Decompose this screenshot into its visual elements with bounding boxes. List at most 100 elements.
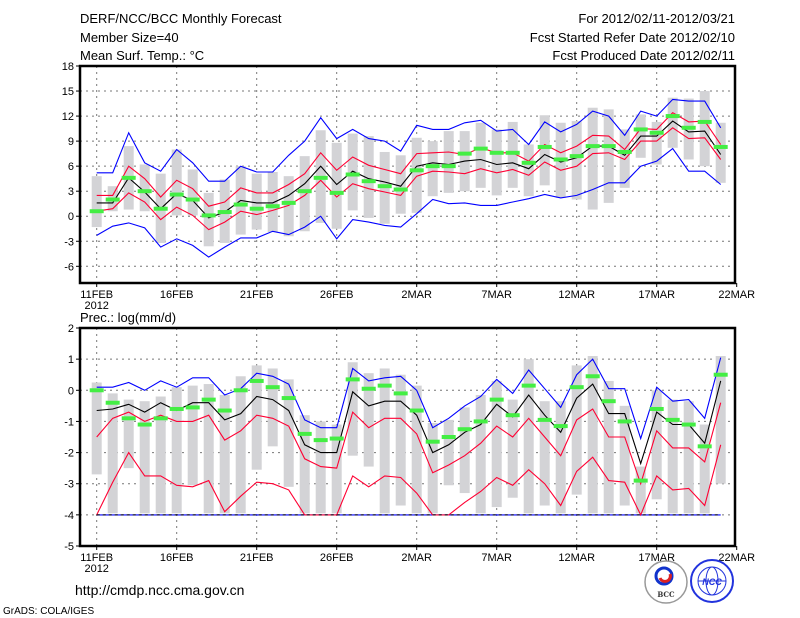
observed-marker [521, 383, 536, 388]
range-box [667, 97, 678, 148]
x-tick-label: 2MAR [401, 289, 432, 301]
x-tick-label: 26FEB [320, 552, 354, 564]
observed-marker [665, 417, 680, 422]
header-produced-date: Fcst Produced Date 2012/02/11 [552, 48, 735, 63]
y-tick-label: -6 [64, 261, 74, 273]
range-box [123, 399, 134, 469]
range-box [699, 91, 710, 167]
observed-marker [169, 406, 184, 411]
range-box [395, 155, 406, 214]
range-box [539, 115, 550, 186]
observed-marker [265, 204, 280, 209]
observed-marker [665, 114, 680, 119]
y-tick-label: -4 [64, 510, 74, 522]
observed-marker [185, 405, 200, 410]
range-box [619, 405, 630, 506]
range-box [267, 368, 278, 447]
max-line [96, 357, 722, 441]
range-box [187, 385, 198, 486]
observed-marker [169, 192, 184, 197]
observed-marker [201, 213, 216, 218]
range-box [603, 380, 614, 514]
observed-marker [201, 397, 216, 402]
range-box [523, 144, 534, 197]
x-year-label: 2012 [84, 300, 108, 312]
x-tick-label: 17MAR [638, 289, 675, 301]
x-tick-label: 12MAR [558, 289, 595, 301]
observed-marker [137, 189, 152, 194]
range-box [475, 122, 486, 188]
observed-marker [537, 417, 552, 422]
x-tick-label: 22MAR [718, 552, 755, 564]
range-box [395, 374, 406, 506]
y-tick-label: -1 [64, 416, 74, 428]
x-tick-label: 11FEB [80, 552, 113, 564]
range-box [603, 109, 614, 203]
observed-marker [681, 422, 696, 427]
range-box [523, 359, 534, 514]
upper-line [96, 402, 722, 486]
x-tick-label: 7MAR [481, 289, 512, 301]
range-box [299, 156, 310, 232]
range-box [539, 401, 550, 506]
observed-marker [313, 175, 328, 180]
observed-marker [89, 388, 104, 393]
range-box [347, 362, 358, 456]
y-tick-label: 6 [68, 161, 74, 173]
range-box [667, 399, 678, 514]
upper-line [96, 112, 722, 207]
ncc-logo-text: NCC [702, 577, 722, 587]
range-box [427, 422, 438, 514]
y-tick-label: 15 [62, 86, 74, 98]
observed-marker [297, 189, 312, 194]
y-tick-label: 9 [68, 136, 74, 148]
observed-marker [233, 202, 248, 207]
observed-marker [105, 197, 120, 202]
x-tick-label: 16FEB [160, 552, 194, 564]
range-box [683, 401, 694, 514]
range-box [299, 415, 310, 514]
observed-marker [281, 200, 296, 205]
observed-marker [425, 439, 440, 444]
min-line [96, 147, 722, 258]
observed-marker [105, 400, 120, 405]
range-box [491, 129, 502, 196]
range-box [427, 141, 438, 197]
observed-marker [713, 372, 728, 377]
precipitation-chart: 2 1 0 -1 -2 -3 -4 -5 11FEB 16FEB 21FEB 26FEB 2MAR 7MA… [64, 323, 755, 575]
observed-marker [601, 144, 616, 149]
range-box [315, 421, 326, 514]
range-box [475, 394, 486, 514]
observed-marker [121, 175, 136, 180]
range-box [171, 149, 182, 216]
range-box [331, 424, 342, 514]
observed-marker [505, 413, 520, 418]
range-box [171, 387, 182, 514]
y-tick-label: 1 [68, 354, 74, 366]
y-tick-label: -3 [64, 236, 74, 248]
range-box [411, 137, 422, 213]
header-variable: Mean Surf. Temp.: °C [80, 48, 204, 63]
observed-marker [473, 419, 488, 424]
observed-marker [329, 190, 344, 195]
bcc-logo-text: BCC [657, 590, 675, 599]
header-title: DERF/NCC/BCC Monthly Forecast [80, 11, 282, 26]
observed-marker [505, 150, 520, 155]
range-box [587, 356, 598, 514]
observed-marker [649, 406, 664, 411]
observed-marker [537, 144, 552, 149]
lower-line [96, 127, 722, 231]
header-start-date: Fcst Started Refer Date 2012/02/10 [530, 30, 735, 45]
observed-marker [425, 164, 440, 169]
y-tick-label: 3 [68, 186, 74, 198]
range-box [203, 192, 214, 247]
observed-marker [137, 422, 152, 427]
range-box [155, 396, 166, 514]
observed-marker [185, 197, 200, 202]
y-tick-label: 18 [62, 61, 74, 73]
observed-marker [121, 416, 136, 421]
observed-marker [489, 397, 504, 402]
footer-url[interactable]: http://cmdp.ncc.cma.gov.cn [75, 582, 244, 598]
footer-credit: GrADS: COLA/IGES [3, 606, 94, 617]
